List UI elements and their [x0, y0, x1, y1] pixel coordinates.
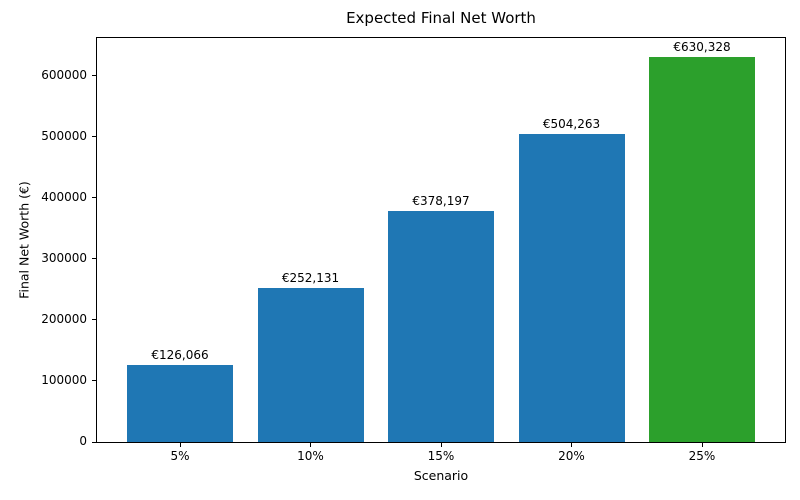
x-tick-mark [701, 443, 703, 447]
bar-value-label: €252,131 [281, 271, 340, 286]
y-tick-label: 300000 [41, 250, 87, 265]
x-tick-label: 5% [170, 449, 190, 463]
chart-title: Expected Final Net Worth [346, 9, 536, 27]
y-tick-label: 600000 [41, 67, 87, 82]
y-tick-label: 0 [79, 434, 87, 448]
x-tick-mark [310, 443, 311, 447]
bar-value-label: €504,263 [542, 117, 601, 132]
x-tick-label: 10% [297, 449, 324, 463]
x-tick-label: 20% [558, 449, 585, 463]
bar-value-label: €378,197 [412, 194, 470, 209]
x-tick-label: 15% [427, 449, 455, 463]
bar [257, 288, 364, 442]
y-tick-mark [92, 258, 96, 260]
x-axis-label: Scenario [413, 468, 469, 483]
y-tick-mark [92, 136, 96, 138]
bar [649, 57, 755, 442]
x-tick-mark [440, 443, 442, 447]
y-tick-label: 100000 [41, 372, 87, 387]
y-tick-label: 500000 [41, 128, 87, 143]
y-tick-mark [92, 441, 96, 443]
bar-value-label: €630,328 [673, 40, 731, 55]
y-tick-mark [92, 197, 96, 199]
y-tick-label: 400000 [41, 189, 87, 204]
x-tick-mark [179, 443, 181, 447]
y-tick-mark [92, 380, 96, 382]
bar [518, 134, 625, 442]
y-tick-mark [92, 319, 96, 321]
y-tick-label: 200000 [41, 311, 87, 326]
bar-value-label: €126,066 [151, 348, 209, 363]
bar [127, 365, 233, 442]
x-tick-label: 25% [688, 449, 716, 463]
x-tick-mark [571, 443, 572, 447]
bar [388, 211, 494, 442]
y-tick-mark [92, 75, 96, 77]
